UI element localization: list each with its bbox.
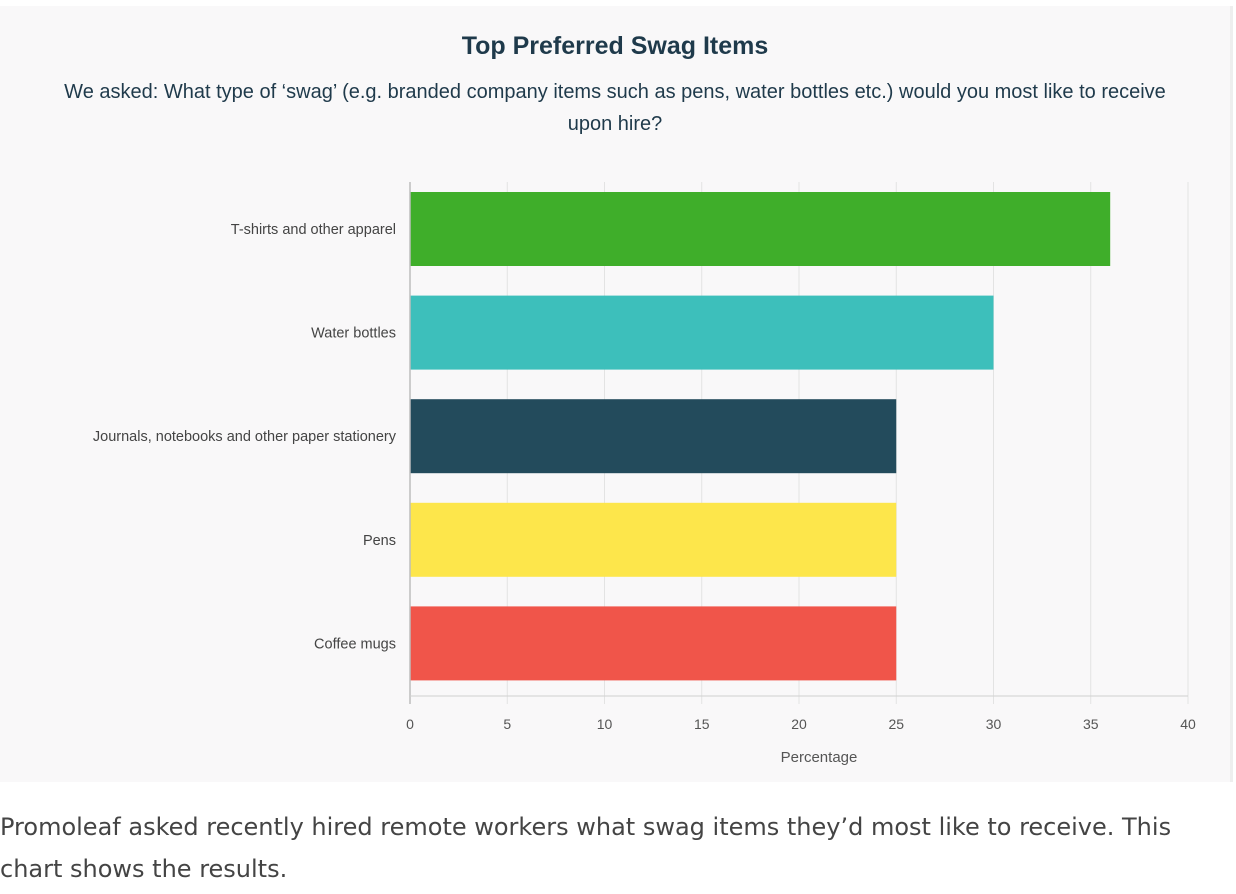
bar[interactable] xyxy=(410,606,897,681)
bar[interactable] xyxy=(410,192,1111,266)
x-tick-label: 30 xyxy=(986,716,1002,732)
x-tick-label: 40 xyxy=(1180,716,1196,732)
category-label: Journals, notebooks and other paper stat… xyxy=(93,429,397,445)
x-tick-label: 20 xyxy=(791,716,807,732)
category-label: Water bottles xyxy=(311,326,396,342)
bar[interactable] xyxy=(410,399,897,474)
x-tick-label: 5 xyxy=(503,716,511,732)
chart-title: Top Preferred Swag Items xyxy=(461,32,769,60)
x-tick-label: 25 xyxy=(888,716,904,732)
category-label: T-shirts and other apparel xyxy=(231,222,396,238)
x-axis-title: Percentage xyxy=(781,749,858,766)
chart-subtitle: We asked: What type of ‘swag’ (e.g. bran… xyxy=(64,81,1166,135)
category-label: Coffee mugs xyxy=(314,636,396,652)
bar[interactable] xyxy=(410,502,897,577)
x-tick-label: 10 xyxy=(597,716,613,732)
bar-chart-plot: 0 5 10 15 20 25 30 35 40 T-shirts and other appar… xyxy=(93,182,1196,766)
bar[interactable] xyxy=(410,295,994,370)
x-tick-label: 0 xyxy=(406,716,414,732)
x-tick-label: 35 xyxy=(1083,716,1099,732)
chart-figure: Top Preferred Swag Items We asked: What … xyxy=(0,6,1233,782)
figure-caption: Promoleaf asked recently hired remote wo… xyxy=(0,813,1172,883)
x-tick-label: 15 xyxy=(694,716,710,732)
category-label: Pens xyxy=(363,533,396,549)
